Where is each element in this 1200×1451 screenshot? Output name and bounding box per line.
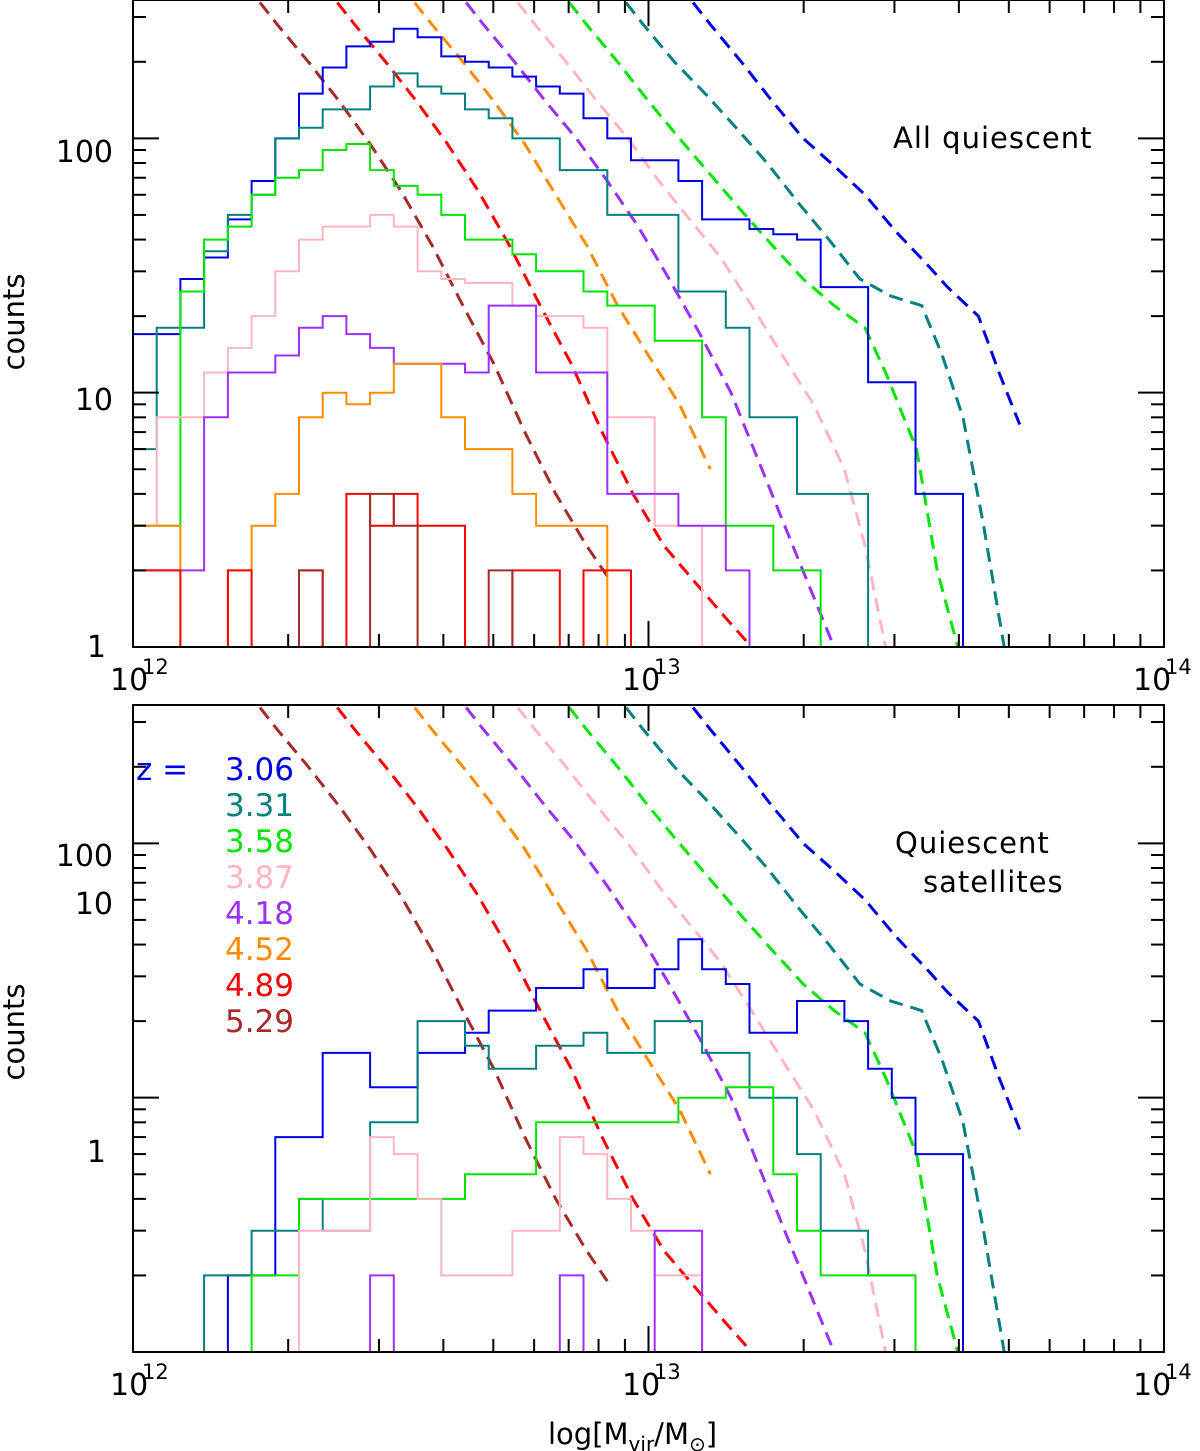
top-ytick-label-100: 100 <box>56 135 113 170</box>
legend-entry-z5_29: 5.29 <box>225 1004 294 1040</box>
legend: z = 3.063.313.583.874.184.524.895.29 <box>136 752 294 1040</box>
bottom-xtick-label-1e12: 10 12 <box>110 1360 169 1403</box>
bottom-panel: 1 10 100 10 12 10 13 10 14 counts Quiesc… <box>0 704 1192 1451</box>
top-axis-ticks <box>132 0 1165 648</box>
top-panel: 1 10 100 10 12 10 13 10 14 counts All qu… <box>0 0 1192 698</box>
bottom-mass-function-z5_29 <box>256 705 609 1282</box>
top-xtick-label-1e14: 10 14 <box>1133 655 1192 698</box>
svg-text:13: 13 <box>654 655 681 679</box>
top-ytick-label-1: 1 <box>87 630 106 665</box>
svg-text:10: 10 <box>622 1368 660 1403</box>
bottom-panel-annotation-line-1: Quiescent <box>895 826 1050 860</box>
legend-prefix: z = <box>136 752 188 788</box>
bottom-mass-function-z4_18 <box>462 705 836 1352</box>
legend-entry-z3_06: 3.06 <box>225 752 294 788</box>
svg-text:10: 10 <box>622 663 660 698</box>
svg-text:12: 12 <box>142 1360 169 1384</box>
bottom-axis-ticks <box>132 705 1165 1353</box>
bottom-ytick-label-10: 10 <box>75 887 113 922</box>
legend-entry-z3_58: 3.58 <box>225 824 294 860</box>
bottom-mass-function-z4_52 <box>410 705 712 1175</box>
top-histogram-z3_87 <box>133 213 916 647</box>
top-ytick-label-10: 10 <box>75 383 113 418</box>
top-y-axis-title: counts <box>0 274 31 371</box>
svg-text:log[Mvir/M⊙]: log[Mvir/M⊙] <box>548 1417 717 1451</box>
top-histogram-z5_29 <box>133 492 1164 647</box>
top-mass-function-z4_89 <box>333 0 753 647</box>
bottom-histogram-z3_06 <box>226 938 1164 1352</box>
top-mass-function-z3_87 <box>513 0 888 647</box>
x-axis-title: log[Mvir/M⊙] <box>548 1417 717 1451</box>
bottom-xtick-label-1e14: 10 14 <box>1133 1360 1192 1403</box>
svg-text:10: 10 <box>1133 1368 1171 1403</box>
top-mass-function-z5_29 <box>256 0 609 577</box>
top-mass-function-z4_18 <box>462 0 836 647</box>
top-plot-frame <box>132 0 1165 648</box>
top-histogram-z4_52 <box>133 362 726 647</box>
top-xtick-label-1e13: 10 13 <box>622 655 681 698</box>
legend-entry-z3_87: 3.87 <box>225 860 294 896</box>
legend-entry-z3_31: 3.31 <box>225 788 294 824</box>
bottom-histogram-z3_58 <box>250 1086 1164 1352</box>
bottom-ytick-label-100: 100 <box>56 839 113 874</box>
top-xtick-label-1e12: 10 12 <box>110 655 169 698</box>
top-histogram-z4_18 <box>133 304 892 647</box>
bottom-y-axis-title: counts <box>0 984 31 1081</box>
svg-text:14: 14 <box>1165 655 1192 679</box>
top-mass-function-z3_58 <box>565 0 960 647</box>
legend-entry-z4_18: 4.18 <box>225 896 294 932</box>
svg-text:14: 14 <box>1165 1360 1192 1384</box>
bottom-panel-annotation-line-2: satellites <box>923 865 1064 899</box>
top-mass-function-z4_52 <box>410 0 712 470</box>
bottom-plot-content <box>203 705 1164 1352</box>
svg-text:10: 10 <box>1133 663 1171 698</box>
legend-entry-z4_89: 4.89 <box>225 968 294 1004</box>
top-mass-function-z3_06 <box>689 0 1022 426</box>
bottom-mass-function-z3_06 <box>689 705 1022 1131</box>
bottom-histogram-z3_87 <box>298 1136 1164 1352</box>
bottom-mass-function-z3_87 <box>513 705 888 1352</box>
svg-text:13: 13 <box>654 1360 681 1384</box>
svg-text:10: 10 <box>110 1368 148 1403</box>
svg-text:10: 10 <box>110 663 148 698</box>
bottom-mass-function-z3_31 <box>622 705 1006 1352</box>
bottom-xtick-label-1e13: 10 13 <box>622 1360 681 1403</box>
legend-entry-z4_52: 4.52 <box>225 932 294 968</box>
svg-text:12: 12 <box>142 655 169 679</box>
top-histogram-z3_58 <box>133 143 963 647</box>
top-plot-content <box>133 0 1164 647</box>
bottom-ytick-label-1: 1 <box>87 1135 106 1170</box>
top-panel-annotation: All quiescent <box>893 121 1093 155</box>
bottom-histogram-z4_18 <box>369 1229 1164 1352</box>
bottom-mass-function-z3_58 <box>565 705 960 1352</box>
top-mass-function-z3_31 <box>622 0 1006 647</box>
bottom-histogram-z3_31 <box>203 1020 1164 1352</box>
